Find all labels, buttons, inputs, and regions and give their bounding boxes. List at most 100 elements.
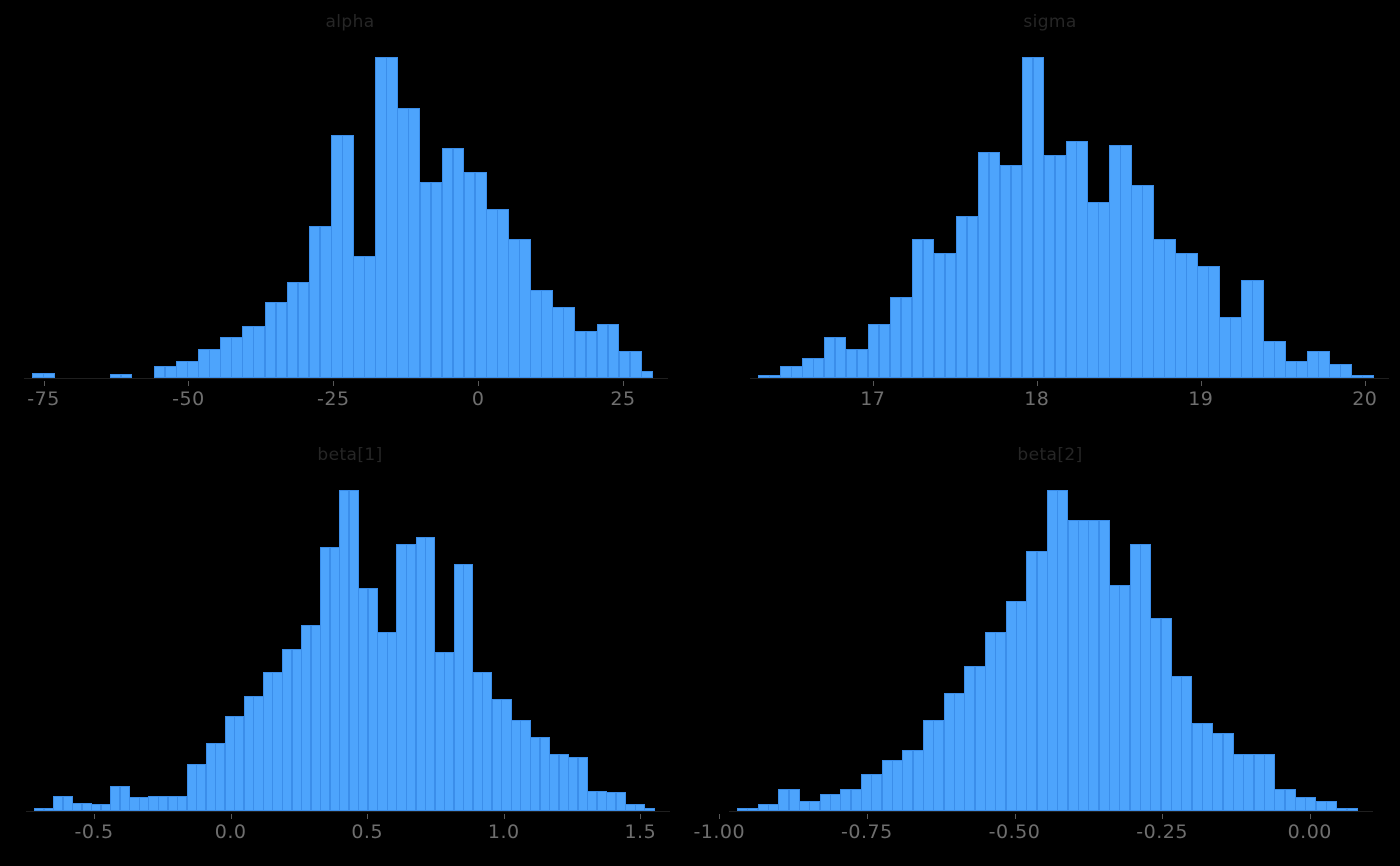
histogram-bar xyxy=(1098,202,1111,378)
histogram-bar xyxy=(1057,489,1069,811)
histogram-bar xyxy=(552,307,564,378)
histogram-bar xyxy=(1088,520,1100,811)
histogram-bar xyxy=(308,225,321,378)
x-tick-label: -0.5 xyxy=(74,821,114,843)
histogram-bar xyxy=(242,325,254,378)
histogram-bar xyxy=(1140,543,1151,811)
histogram-bar xyxy=(386,56,398,378)
x-tick-label: 18 xyxy=(1024,388,1050,410)
histogram-bar xyxy=(1175,252,1187,378)
histogram-bar xyxy=(164,366,177,378)
histogram-bar xyxy=(1230,317,1242,378)
histogram-bar xyxy=(902,750,914,811)
histogram-bar xyxy=(485,209,498,378)
histogram-bar xyxy=(955,215,968,378)
histogram-bar xyxy=(1263,340,1275,378)
x-tick-label: 1.0 xyxy=(487,821,520,843)
histogram-bar xyxy=(974,665,986,811)
histogram-bar xyxy=(364,256,376,378)
histogram-bar xyxy=(1233,753,1244,811)
histogram-bar xyxy=(430,181,443,378)
histogram-bar xyxy=(253,325,266,378)
x-axis-spine xyxy=(750,378,1389,379)
histogram-bar xyxy=(964,665,976,811)
x-tick-label: 0.00 xyxy=(1287,821,1332,843)
histogram-bar xyxy=(966,215,979,378)
plot-area-sigma xyxy=(758,40,1374,378)
x-tick-label: 1.5 xyxy=(624,821,657,843)
histogram-bar xyxy=(985,631,996,811)
histogram-bar xyxy=(1171,675,1182,811)
histogram-bar xyxy=(999,165,1012,378)
panel-title-alpha: alpha xyxy=(325,12,375,32)
histogram-bar xyxy=(408,107,421,378)
histogram-bar xyxy=(220,337,232,378)
histogram-bar xyxy=(1131,185,1143,378)
x-tick-mark xyxy=(640,814,642,819)
histogram-bar xyxy=(1318,350,1330,378)
histogram-bar xyxy=(375,56,387,378)
histogram-bar xyxy=(541,290,553,378)
x-tick-label: -0.25 xyxy=(1136,821,1188,843)
histogram-bar xyxy=(452,148,465,378)
x-tick-label: -1.00 xyxy=(693,821,746,843)
x-tick-label: 19 xyxy=(1188,388,1214,410)
histogram-bar xyxy=(497,209,509,378)
histogram-bar xyxy=(519,239,531,378)
x-tick-label: -0.75 xyxy=(841,821,893,843)
histogram-bar xyxy=(1274,340,1286,378)
histogram-bar xyxy=(1021,56,1034,378)
histogram-bar xyxy=(778,789,790,811)
histogram-bar xyxy=(1329,364,1341,378)
histogram-bar xyxy=(596,323,609,378)
histogram-bar xyxy=(297,281,310,378)
x-tick-mark xyxy=(94,814,96,819)
histogram-bar xyxy=(1043,154,1056,378)
histogram-bar xyxy=(419,181,432,378)
histogram-bar xyxy=(1160,618,1172,811)
histogram-bar xyxy=(867,323,880,378)
histogram-bar xyxy=(1153,239,1165,378)
histogram-bar xyxy=(1078,520,1089,811)
histogram-bar xyxy=(1340,364,1352,378)
histogram-bar xyxy=(922,239,935,378)
histogram-bar xyxy=(1264,753,1275,811)
histogram-bar xyxy=(912,750,924,811)
histogram-bar xyxy=(977,151,990,378)
x-tick-label: 0.5 xyxy=(351,821,384,843)
histogram-bar xyxy=(1120,144,1132,378)
x-tick-mark xyxy=(478,381,480,386)
histogram-bar xyxy=(1362,374,1374,378)
histogram-bar xyxy=(1191,723,1203,811)
histogram-bar xyxy=(1119,584,1131,811)
histogram-bar xyxy=(1109,584,1120,811)
plot-area-alpha xyxy=(32,40,653,378)
histogram-bar xyxy=(618,350,631,378)
x-axis-spine xyxy=(24,378,668,379)
histogram-bar xyxy=(1305,797,1317,811)
histogram-bar xyxy=(1285,361,1297,378)
histogram-bar xyxy=(845,349,858,378)
histogram-bar xyxy=(757,804,769,811)
histogram-bar xyxy=(585,330,598,378)
histogram-bar xyxy=(319,225,332,378)
histogram-bar xyxy=(530,290,542,378)
histogram-bar xyxy=(1296,361,1308,378)
panel-title-beta-2: beta[2] xyxy=(1017,445,1083,465)
panel-beta-1: beta[1] -0.5 0.0 0.5 1.0 1.5 xyxy=(0,433,700,866)
x-axis-spine xyxy=(729,811,1373,812)
x-tick-mark xyxy=(872,381,874,386)
histogram-bar xyxy=(923,719,934,811)
histogram-bar xyxy=(1326,800,1337,811)
histogram-bar xyxy=(1346,807,1358,811)
histogram-bar xyxy=(1026,550,1038,811)
histogram-bar xyxy=(988,151,1001,378)
histogram-bar xyxy=(834,337,847,378)
histogram-bar xyxy=(1252,279,1264,378)
x-tick-label: 20 xyxy=(1352,388,1378,410)
histogram-bar xyxy=(1109,144,1121,378)
histogram-bar xyxy=(1076,141,1089,378)
histogram-bar xyxy=(943,692,955,811)
histogram-bar xyxy=(1054,154,1067,378)
histogram-bar xyxy=(563,307,576,378)
